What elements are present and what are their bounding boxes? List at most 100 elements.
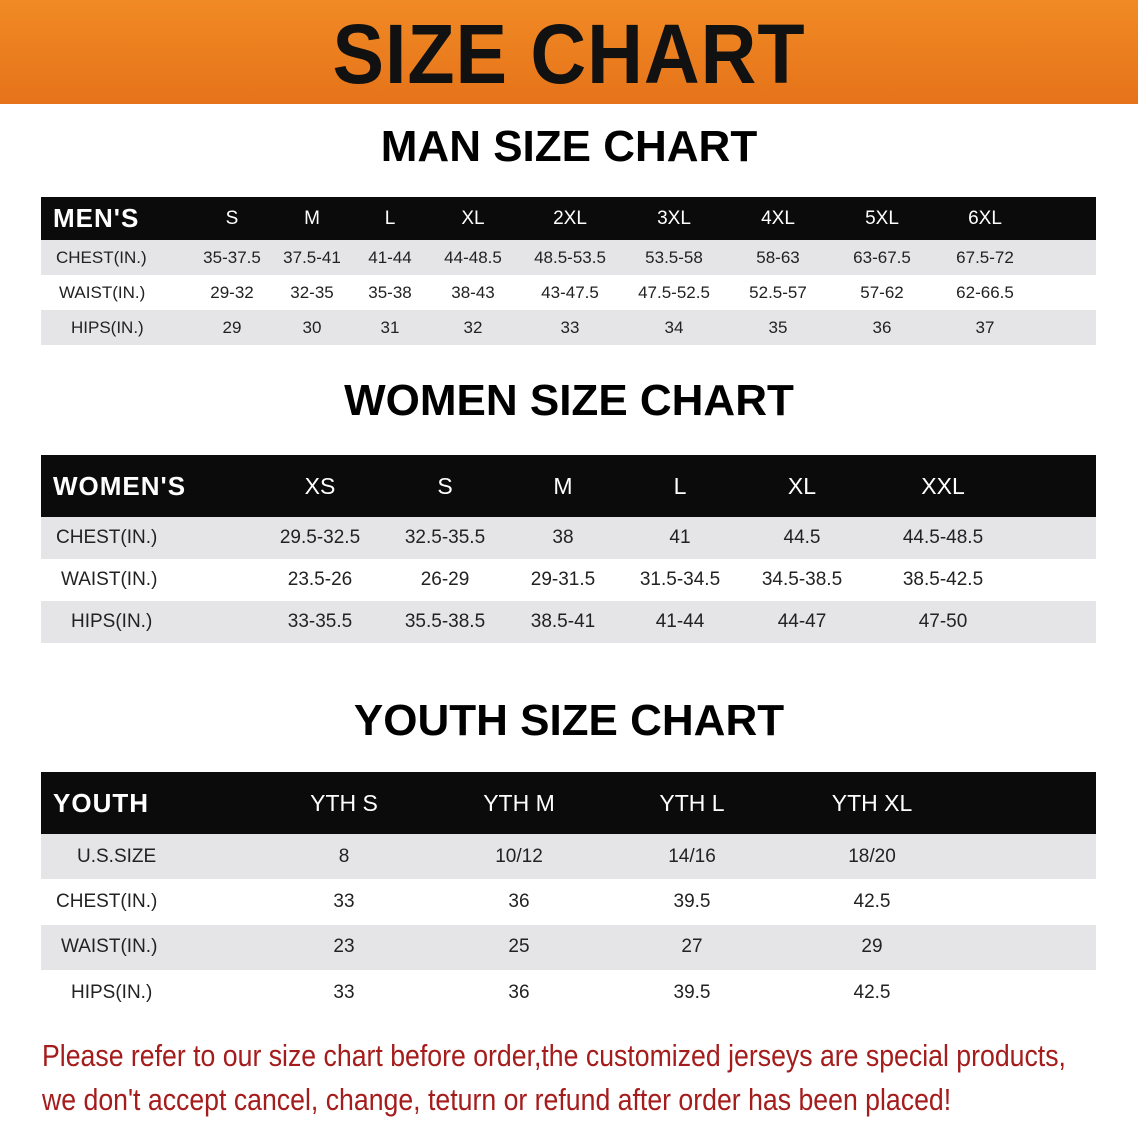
table-cell: 41-44 <box>368 247 412 267</box>
size-header: YTH XL <box>831 789 913 816</box>
table-row: WAIST(IN.) 23 25 27 29 <box>41 924 1096 970</box>
table-cell: 30 <box>302 317 322 337</box>
table-cell: 47-50 <box>918 611 968 632</box>
row-label: CHEST(IN.) <box>56 247 147 267</box>
size-header: XL <box>787 472 817 499</box>
notice-line-2: we don't accept cancel, change, teturn o… <box>42 1082 952 1117</box>
table-cell: 33 <box>333 981 355 1003</box>
table-cell: 38.5-41 <box>530 611 596 632</box>
men-header-label: MEN'S <box>53 203 140 233</box>
size-header: 3XL <box>657 207 691 229</box>
size-header: 2XL <box>553 207 587 229</box>
table-cell: 29-32 <box>210 282 254 302</box>
table-cell: 23.5-26 <box>287 569 353 590</box>
table-cell: 42.5 <box>853 981 891 1003</box>
table-cell: 38.5-42.5 <box>902 569 984 590</box>
table-cell: 37 <box>975 317 995 337</box>
table-cell: 29 <box>222 317 242 337</box>
table-cell: 36 <box>872 317 892 337</box>
table-cell: 33 <box>560 317 580 337</box>
table-cell: 10/12 <box>495 845 543 867</box>
table-cell: 35.5-38.5 <box>404 611 486 632</box>
table-cell: 32 <box>463 317 483 337</box>
table-cell: 31 <box>380 317 400 337</box>
table-cell: 58-63 <box>756 247 800 267</box>
size-header: M <box>304 207 320 229</box>
size-header: YTH M <box>483 789 555 816</box>
women-size-table: WOMEN'S XS S M L XL XXL CHEST(IN.) 29.5-32.5 32.5… <box>41 455 1096 643</box>
size-header: YTH S <box>310 789 378 816</box>
table-row: HIPS(IN.) 33 36 39.5 42.5 <box>41 969 1096 1016</box>
women-header-label: WOMEN'S <box>53 470 187 501</box>
table-cell: 37.5-41 <box>283 247 341 267</box>
table-cell: 32.5-35.5 <box>404 527 486 548</box>
table-cell: 25 <box>508 936 530 958</box>
row-label: WAIST(IN.) <box>59 282 146 302</box>
table-cell: 32-35 <box>290 282 334 302</box>
table-cell: 41 <box>669 527 691 548</box>
table-cell: 36 <box>508 981 530 1003</box>
table-cell: 44-48.5 <box>444 247 502 267</box>
table-cell: 52.5-57 <box>749 282 807 302</box>
table-cell: 62-66.5 <box>956 282 1014 302</box>
table-cell: 44.5 <box>783 527 821 548</box>
table-cell: 43-47.5 <box>541 282 599 302</box>
table-row: CHEST(IN.) 35-37.5 37.5-41 41-44 44-48.5 48.5… <box>41 240 1096 275</box>
size-header: XXL <box>921 472 965 499</box>
table-cell: 39.5 <box>673 890 711 912</box>
size-header: 4XL <box>761 207 795 229</box>
table-cell: 26-29 <box>420 569 470 590</box>
table-cell: 29-31.5 <box>530 569 596 590</box>
men-header-row: MEN'S S M L XL 2XL 3XL 4XL 5XL 6XL <box>41 197 1096 240</box>
youth-header-label: YOUTH <box>53 787 149 818</box>
size-header: S <box>437 472 453 499</box>
size-header: 6XL <box>968 207 1002 229</box>
size-header: L <box>384 207 396 229</box>
table-row: HIPS(IN.) 29 30 31 32 33 34 35 36 37 <box>41 310 1096 345</box>
table-cell: 39.5 <box>673 981 711 1003</box>
table-cell: 14/16 <box>668 845 716 867</box>
row-label: U.S.SIZE <box>77 845 157 867</box>
youth-section-title: YOUTH SIZE CHART <box>353 696 785 745</box>
size-header: M <box>553 472 573 499</box>
women-section-title: WOMEN SIZE CHART <box>344 376 794 425</box>
size-header: YTH L <box>659 789 725 816</box>
size-header: XL <box>461 207 485 229</box>
table-cell: 31.5-34.5 <box>639 569 721 590</box>
row-label: CHEST(IN.) <box>56 527 158 548</box>
row-label: HIPS(IN.) <box>71 611 153 632</box>
table-cell: 35-38 <box>368 282 412 302</box>
table-row: CHEST(IN.) 33 36 39.5 42.5 <box>41 879 1096 925</box>
table-cell: 44-47 <box>777 611 827 632</box>
table-cell: 34.5-38.5 <box>761 569 843 590</box>
women-header-row: WOMEN'S XS S M L XL XXL <box>41 455 1096 517</box>
youth-size-table: YOUTH YTH S YTH M YTH L YTH XL U.S.SIZE 8 10/12… <box>41 772 1096 1016</box>
table-cell: 35-37.5 <box>203 247 261 267</box>
men-size-table: MEN'S S M L XL 2XL 3XL 4XL 5XL 6XL CHEST(IN.) 35-37… <box>41 197 1096 345</box>
row-label: HIPS(IN.) <box>71 317 144 337</box>
banner-title: SIZE CHART <box>332 7 806 101</box>
table-cell: 67.5-72 <box>956 247 1014 267</box>
table-cell: 48.5-53.5 <box>534 247 606 267</box>
table-cell: 57-62 <box>860 282 904 302</box>
table-row: U.S.SIZE 8 10/12 14/16 18/20 <box>41 834 1096 880</box>
row-label: WAIST(IN.) <box>61 569 158 590</box>
table-cell: 33 <box>333 890 355 912</box>
table-row: CHEST(IN.) 29.5-32.5 32.5-35.5 38 41 44.5 44.5… <box>41 517 1096 559</box>
table-cell: 47.5-52.5 <box>638 282 710 302</box>
table-row: WAIST(IN.) 29-32 32-35 35-38 38-43 43-47.5 47.… <box>41 275 1096 310</box>
table-cell: 33-35.5 <box>287 611 353 632</box>
table-cell: 44.5-48.5 <box>902 527 984 548</box>
size-header: XS <box>304 472 336 499</box>
youth-header-row: YOUTH YTH S YTH M YTH L YTH XL <box>41 772 1096 834</box>
table-row: WAIST(IN.) 23.5-26 26-29 29-31.5 31.5-34.5 34… <box>41 559 1096 601</box>
table-cell: 8 <box>338 845 350 867</box>
table-cell: 38 <box>552 527 574 548</box>
table-cell: 35 <box>768 317 788 337</box>
size-header: L <box>673 472 687 499</box>
table-cell: 34 <box>664 317 684 337</box>
notice-line-1: Please refer to our size chart before or… <box>42 1038 1066 1073</box>
table-cell: 36 <box>508 890 530 912</box>
table-row: HIPS(IN.) 33-35.5 35.5-38.5 38.5-41 41-44 44-… <box>41 601 1096 643</box>
men-section-title: MAN SIZE CHART <box>380 122 758 171</box>
